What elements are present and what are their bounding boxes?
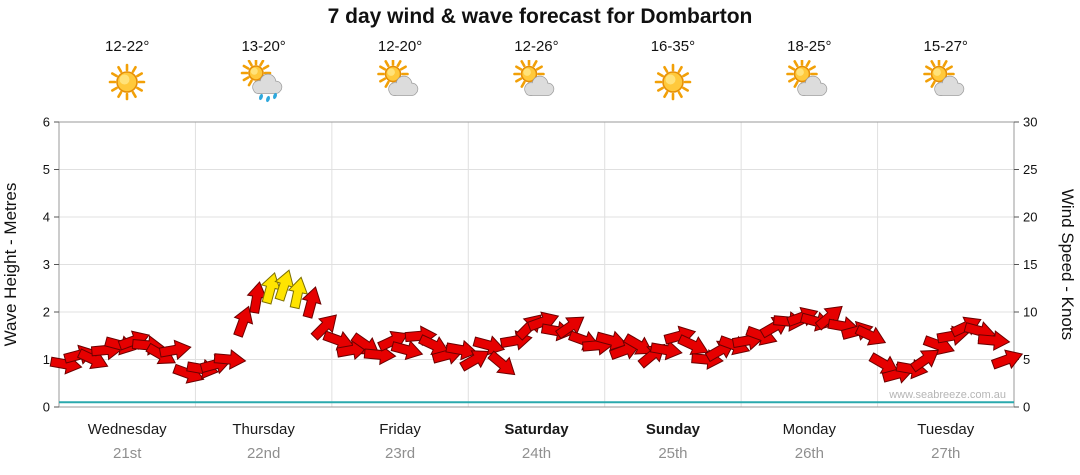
wind-arrow [472,335,506,356]
partly-cloudy-icon [922,58,970,109]
day-label: Thursday [232,421,295,438]
weather-day: 16-35° [605,36,741,122]
weather-day: 13-20° [195,36,331,122]
weather-day: 15-27° [878,36,1014,122]
sun-showers-icon [240,57,288,109]
right-axis-title: Wind Speed - Knots [1058,189,1077,340]
right-axis-tick: 10 [1023,305,1037,320]
day-label: Tuesday [917,421,974,438]
wind-arrow [527,311,560,332]
wind-arrow [390,340,424,361]
day-label: Monday [783,421,837,438]
left-axis-tick: 6 [43,115,50,130]
page-title: 7 day wind & wave forecast for Dombarton [327,5,753,28]
left-axis-tick: 5 [43,162,50,177]
temperature-range: 13-20° [241,38,286,55]
day-label: Wednesday [88,421,167,438]
right-axis-tick: 30 [1023,115,1037,130]
date-label: 26th [795,445,824,462]
wind-arrow [213,349,247,370]
partly-cloudy-icon [376,58,424,109]
temperature-range: 12-20° [377,38,423,55]
day-label: Friday [379,421,421,438]
right-axis-tick: 25 [1023,162,1037,177]
watermark: www.seabreeze.com.au [888,389,1006,401]
day-label: Sunday [646,421,701,438]
date-label: 23rd [385,445,415,462]
partly-cloudy-icon [512,58,560,109]
wind-arrow [677,334,709,355]
left-axis-tick: 0 [43,400,50,415]
wind-arrows [49,269,1024,384]
temperature-range: 12-22° [105,38,150,55]
temperature-range: 15-27° [923,38,968,55]
date-label: 27th [931,445,960,462]
wind-arrow [487,350,516,376]
left-axis-tick: 2 [43,305,50,320]
wind-arrow [377,330,409,352]
day-label: Saturday [504,421,569,438]
right-axis-tick: 15 [1023,257,1037,272]
wind-arrow [990,349,1024,370]
wind-arrow [854,324,887,346]
wind-arrow [649,339,683,361]
wind-arrow [287,276,309,310]
partly-cloudy-icon [785,58,833,109]
wind-arrow [445,339,479,361]
temperature-range: 18-25° [787,38,832,55]
temperature-range: 12-26° [514,38,559,55]
left-axis-tick: 1 [43,352,50,367]
weather-day: 18-25° [741,36,877,122]
wind-arrow [301,286,322,319]
wind-arrow [459,350,490,372]
right-axis-tick: 20 [1023,210,1037,225]
sunny-icon [103,60,151,109]
date-label: 22nd [247,445,280,462]
temperature-range: 16-35° [650,38,696,55]
left-axis-title: Wave Height - Metres [1,183,20,347]
weather-row: 12-22° 13-20° 12-20° 12-26° 16-35° 18-25° 15-… [59,36,1014,122]
wind-arrow [909,349,940,373]
right-axis-tick: 0 [1023,400,1030,415]
wind-arrow [310,314,337,341]
date-label: 25th [658,445,687,462]
weather-day: 12-20° [332,36,468,122]
left-axis-tick: 3 [43,257,50,272]
wind-arrow [274,269,295,302]
weather-day: 12-26° [468,36,604,122]
left-axis-tick: 4 [43,210,50,225]
right-axis-tick: 5 [1023,352,1030,367]
wind-arrow [977,330,1011,351]
wind-arrow [233,305,254,338]
wind-arrow [246,281,268,314]
wind-arrow [622,333,654,355]
wind-arrow [158,339,192,361]
date-label: 24th [522,445,551,462]
weather-day: 12-22° [59,36,195,122]
date-label: 21st [113,445,142,462]
wind-arrow [814,305,843,331]
sunny-icon [649,60,697,109]
